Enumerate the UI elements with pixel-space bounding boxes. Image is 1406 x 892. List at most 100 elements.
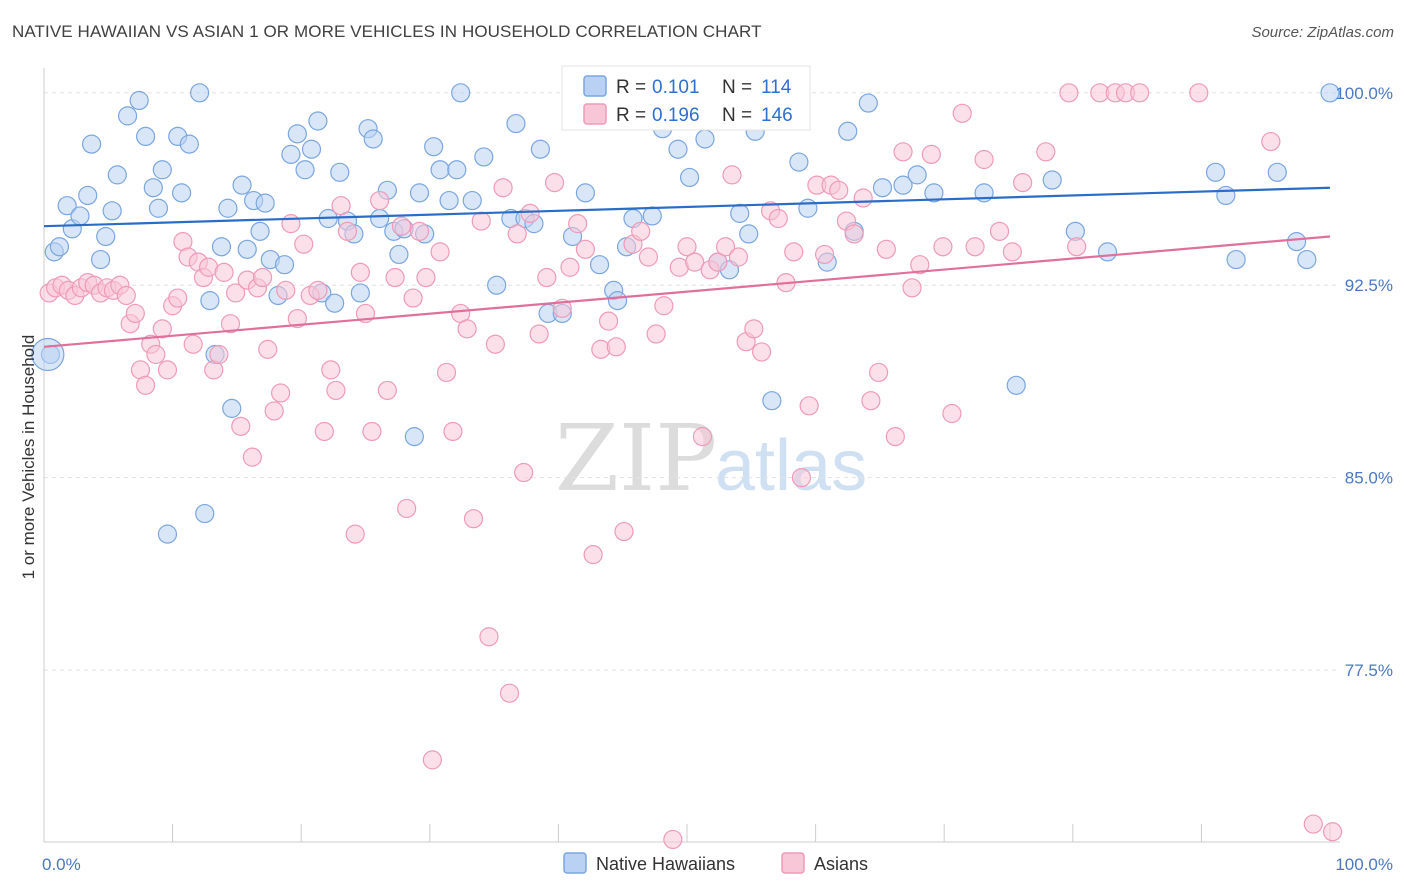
- point-native-hawaiians: [439, 190, 459, 211]
- point-asians: [1303, 814, 1323, 834]
- point-asians: [784, 242, 804, 262]
- point-asians: [861, 391, 881, 411]
- point-native-hawaiians: [1297, 249, 1317, 270]
- x-tick-label-right: 100.0%: [1335, 855, 1393, 874]
- point-native-hawaiians: [739, 224, 759, 244]
- point-asians: [331, 196, 351, 216]
- point-asians: [1036, 142, 1056, 162]
- point-asians: [575, 239, 596, 259]
- point-asians: [220, 314, 241, 334]
- point-asians: [276, 280, 296, 300]
- point-native-hawaiians: [96, 226, 116, 247]
- point-native-hawaiians: [1097, 242, 1118, 262]
- point-native-hawaiians: [409, 183, 430, 203]
- point-asians: [715, 237, 736, 257]
- point-asians: [209, 344, 229, 365]
- point-native-hawaiians: [447, 160, 467, 180]
- point-asians: [744, 319, 764, 339]
- point-asians: [152, 319, 172, 339]
- point-asians: [677, 237, 697, 257]
- point-asians: [391, 216, 412, 236]
- point-asians: [654, 296, 674, 316]
- point-native-hawaiians: [195, 503, 215, 524]
- point-asians: [1002, 242, 1022, 262]
- point-native-hawaiians: [798, 198, 818, 218]
- watermark-zip: ZIP: [555, 405, 717, 512]
- point-native-hawaiians: [330, 162, 350, 182]
- point-native-hawaiians: [424, 137, 444, 157]
- point-native-hawaiians: [90, 249, 111, 270]
- y-tick-label: 92.5%: [1345, 276, 1393, 295]
- point-asians: [791, 468, 812, 488]
- x-tick-label-left: 0.0%: [42, 855, 81, 874]
- point-asians: [362, 421, 382, 442]
- point-asians: [529, 324, 549, 344]
- point-native-hawaiians: [129, 90, 149, 111]
- point-native-hawaiians: [607, 291, 628, 311]
- point-native-hawaiians: [487, 275, 507, 295]
- point-asians: [974, 149, 994, 170]
- point-asians: [1261, 131, 1281, 152]
- point-native-hawaiians: [679, 167, 700, 188]
- point-asians: [214, 262, 234, 282]
- point-asians: [614, 521, 634, 542]
- point-native-hawaiians: [1226, 249, 1246, 270]
- bottom-legend-label-native-hawaiians: Native Hawaiians: [596, 854, 735, 874]
- bottom-legend-swatch-asians: [781, 852, 805, 874]
- legend-r-value: 0.101: [652, 77, 700, 98]
- point-native-hawaiians: [858, 93, 878, 113]
- point-asians: [507, 224, 527, 244]
- point-asians: [568, 214, 588, 234]
- point-native-hawaiians: [157, 524, 178, 544]
- point-asians: [844, 224, 864, 244]
- point-asians: [337, 221, 358, 241]
- point-asians: [1130, 83, 1150, 103]
- point-asians: [146, 344, 166, 365]
- point-native-hawaiians: [295, 160, 315, 180]
- point-native-hawaiians: [893, 175, 913, 195]
- point-asians: [815, 244, 835, 265]
- axes: [43, 68, 1340, 843]
- point-native-hawaiians: [1216, 185, 1236, 206]
- point-native-hawaiians: [1042, 170, 1062, 190]
- watermark-atlas: atlas: [715, 426, 867, 506]
- point-asians: [799, 396, 819, 416]
- point-native-hawaiians: [211, 237, 232, 257]
- point-asians: [457, 319, 477, 339]
- legend-r-value: 0.196: [652, 105, 700, 126]
- point-asians: [910, 255, 930, 275]
- point-asians: [829, 180, 849, 200]
- point-asians: [638, 247, 659, 267]
- point-native-hawaiians: [575, 183, 596, 203]
- point-native-hawaiians: [668, 139, 688, 159]
- point-asians: [583, 545, 603, 565]
- point-native-hawaiians: [232, 175, 252, 195]
- point-native-hawaiians: [70, 206, 90, 226]
- point-asians: [1013, 172, 1033, 193]
- point-asians: [403, 288, 423, 308]
- point-asians: [168, 288, 188, 308]
- y-axis-label: 1 or more Vehicles in Household: [19, 335, 38, 580]
- point-asians: [116, 285, 136, 306]
- point-native-hawaiians: [1286, 232, 1307, 252]
- point-asians: [1322, 822, 1343, 842]
- point-native-hawaiians: [117, 106, 138, 126]
- point-asians: [965, 237, 985, 257]
- point-native-hawaiians: [308, 111, 328, 131]
- point-asians: [326, 380, 346, 401]
- point-asians: [422, 750, 442, 770]
- trend-line-asians: [43, 235, 1331, 348]
- y-tick-label: 100.0%: [1335, 84, 1393, 103]
- point-asians: [321, 360, 341, 380]
- point-asians: [281, 214, 301, 234]
- point-native-hawaiians: [172, 183, 192, 203]
- point-asians: [409, 221, 430, 241]
- point-native-hawaiians: [924, 183, 944, 203]
- point-native-hawaiians: [404, 427, 424, 447]
- data-points: [31, 83, 1343, 850]
- point-asians: [728, 247, 749, 267]
- point-native-hawaiians: [143, 178, 163, 198]
- point-asians: [183, 334, 203, 354]
- legend-n-label: N =: [722, 77, 752, 98]
- point-native-hawaiians: [218, 198, 238, 218]
